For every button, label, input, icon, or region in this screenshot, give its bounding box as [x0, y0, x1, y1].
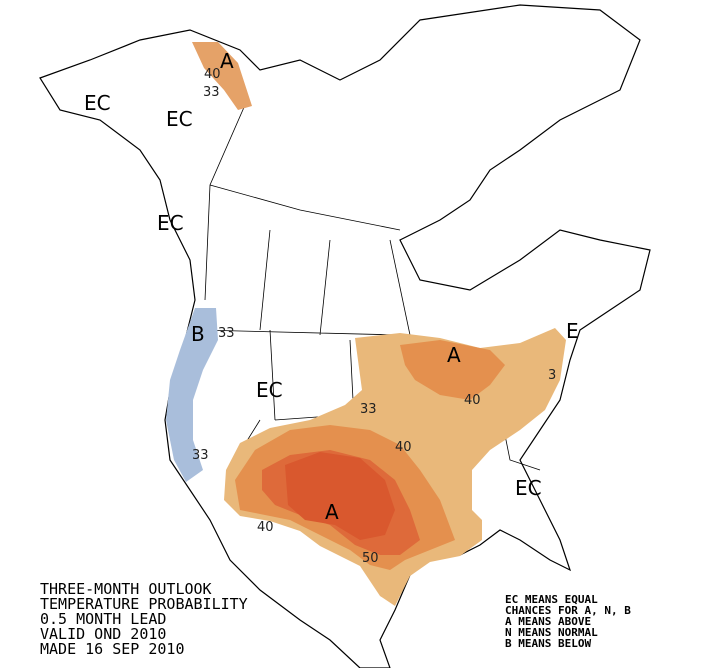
map-label: EC — [157, 211, 184, 235]
title-line: MADE 16 SEP 2010 — [40, 640, 185, 658]
map-label: 33 — [218, 326, 235, 341]
alaska-above-region — [192, 42, 252, 110]
map-label: EC — [84, 91, 111, 115]
map-label: A — [325, 500, 339, 524]
title-line: THREE-MONTH OUTLOOK — [40, 580, 212, 598]
map-label: 40 — [464, 393, 481, 408]
title-line: TEMPERATURE PROBABILITY — [40, 595, 248, 613]
above-core-region — [285, 452, 395, 540]
legend-line: EC MEANS EQUAL — [505, 593, 598, 606]
legend-line: N MEANS NORMAL — [505, 626, 598, 639]
legend-line: CHANCES FOR A, N, B — [505, 604, 631, 617]
below-33-region — [166, 308, 218, 482]
map-label: 3 — [548, 368, 556, 383]
legend-line: A MEANS ABOVE — [505, 615, 591, 628]
map-label: 33 — [360, 402, 377, 417]
map-label: 50 — [362, 551, 379, 566]
title-line: 0.5 MONTH LEAD — [40, 610, 166, 628]
map-label: 40 — [395, 440, 412, 455]
legend-line: B MEANS BELOW — [505, 637, 591, 650]
map-label: A — [447, 343, 461, 367]
continent — [39, 4, 651, 668]
map-label: 33 — [192, 448, 209, 463]
title-line: VALID OND 2010 — [40, 625, 166, 643]
map-label: 33 — [203, 85, 220, 100]
map-label: 40 — [204, 67, 221, 82]
map-label: B — [191, 322, 205, 346]
map-label: EC — [256, 378, 283, 402]
map-label: E — [566, 319, 579, 343]
map-label: EC — [515, 476, 542, 500]
map-label: EC — [166, 107, 193, 131]
map-label: 40 — [257, 520, 274, 535]
map-label: A — [220, 49, 234, 73]
